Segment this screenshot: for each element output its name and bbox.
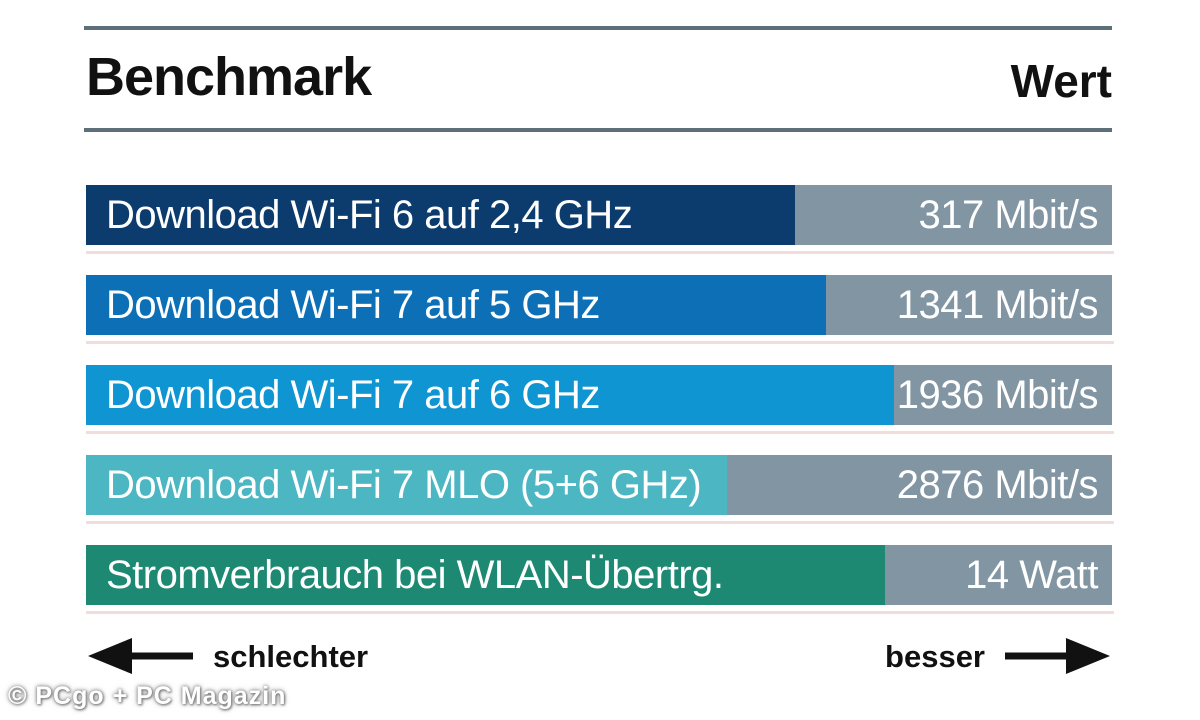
bar-track — [727, 455, 1112, 515]
bar-value: 1936 Mbit/s — [896, 373, 1099, 417]
table-row: Download Wi-Fi 7 auf 5 GHz 1341 Mbit/s — [86, 275, 1114, 344]
better-label: besser — [885, 638, 985, 674]
bar-fill: Stromverbrauch bei WLAN-Übertrg. — [86, 545, 886, 605]
header-rule-bottom — [84, 128, 1112, 132]
bar-label: Download Wi-Fi 7 auf 5 GHz — [106, 283, 600, 327]
bar-track — [825, 275, 1112, 335]
header-rule-top — [84, 26, 1112, 30]
right-arrow-icon — [1005, 638, 1110, 674]
bar-rows: Download Wi-Fi 6 auf 2,4 GHz 317 Mbit/s … — [86, 185, 1114, 635]
worse-label: schlechter — [213, 638, 369, 674]
copyright-watermark: © PCgo + PC Magazin — [8, 682, 287, 710]
bar-value: 1341 Mbit/s — [896, 283, 1099, 327]
bar-fill: Download Wi-Fi 7 auf 5 GHz — [86, 275, 826, 335]
bar-fill: Download Wi-Fi 7 auf 6 GHz — [86, 365, 895, 425]
table-row: Stromverbrauch bei WLAN-Übertrg. 14 Watt — [86, 545, 1114, 614]
bar-value: 2876 Mbit/s — [896, 463, 1099, 507]
bar-track — [894, 365, 1112, 425]
table-row: Download Wi-Fi 7 MLO (5+6 GHz) 2876 Mbit… — [86, 455, 1114, 524]
bar-label: Download Wi-Fi 7 MLO (5+6 GHz) — [106, 463, 702, 507]
bar-value: 14 Watt — [965, 553, 1098, 597]
better-direction-legend: besser — [885, 634, 1110, 678]
bar-value: 317 Mbit/s — [918, 193, 1098, 237]
bar-track — [794, 185, 1112, 245]
bar-label: Download Wi-Fi 7 auf 6 GHz — [106, 373, 600, 417]
table-row: Download Wi-Fi 7 auf 6 GHz 1936 Mbit/s — [86, 365, 1114, 434]
left-arrow-icon — [88, 638, 193, 674]
value-column-header: Wert — [1010, 55, 1112, 107]
worse-direction-legend: schlechter — [88, 634, 368, 678]
bar-label: Stromverbrauch bei WLAN-Übertrg. — [106, 553, 724, 597]
table-row: Download Wi-Fi 6 auf 2,4 GHz 317 Mbit/s — [86, 185, 1114, 254]
bar-label: Download Wi-Fi 6 auf 2,4 GHz — [106, 193, 633, 237]
bar-fill: Download Wi-Fi 6 auf 2,4 GHz — [86, 185, 795, 245]
page-title: Benchmark — [86, 47, 372, 107]
bar-fill: Download Wi-Fi 7 MLO (5+6 GHz) — [86, 455, 728, 515]
bar-track — [885, 545, 1112, 605]
